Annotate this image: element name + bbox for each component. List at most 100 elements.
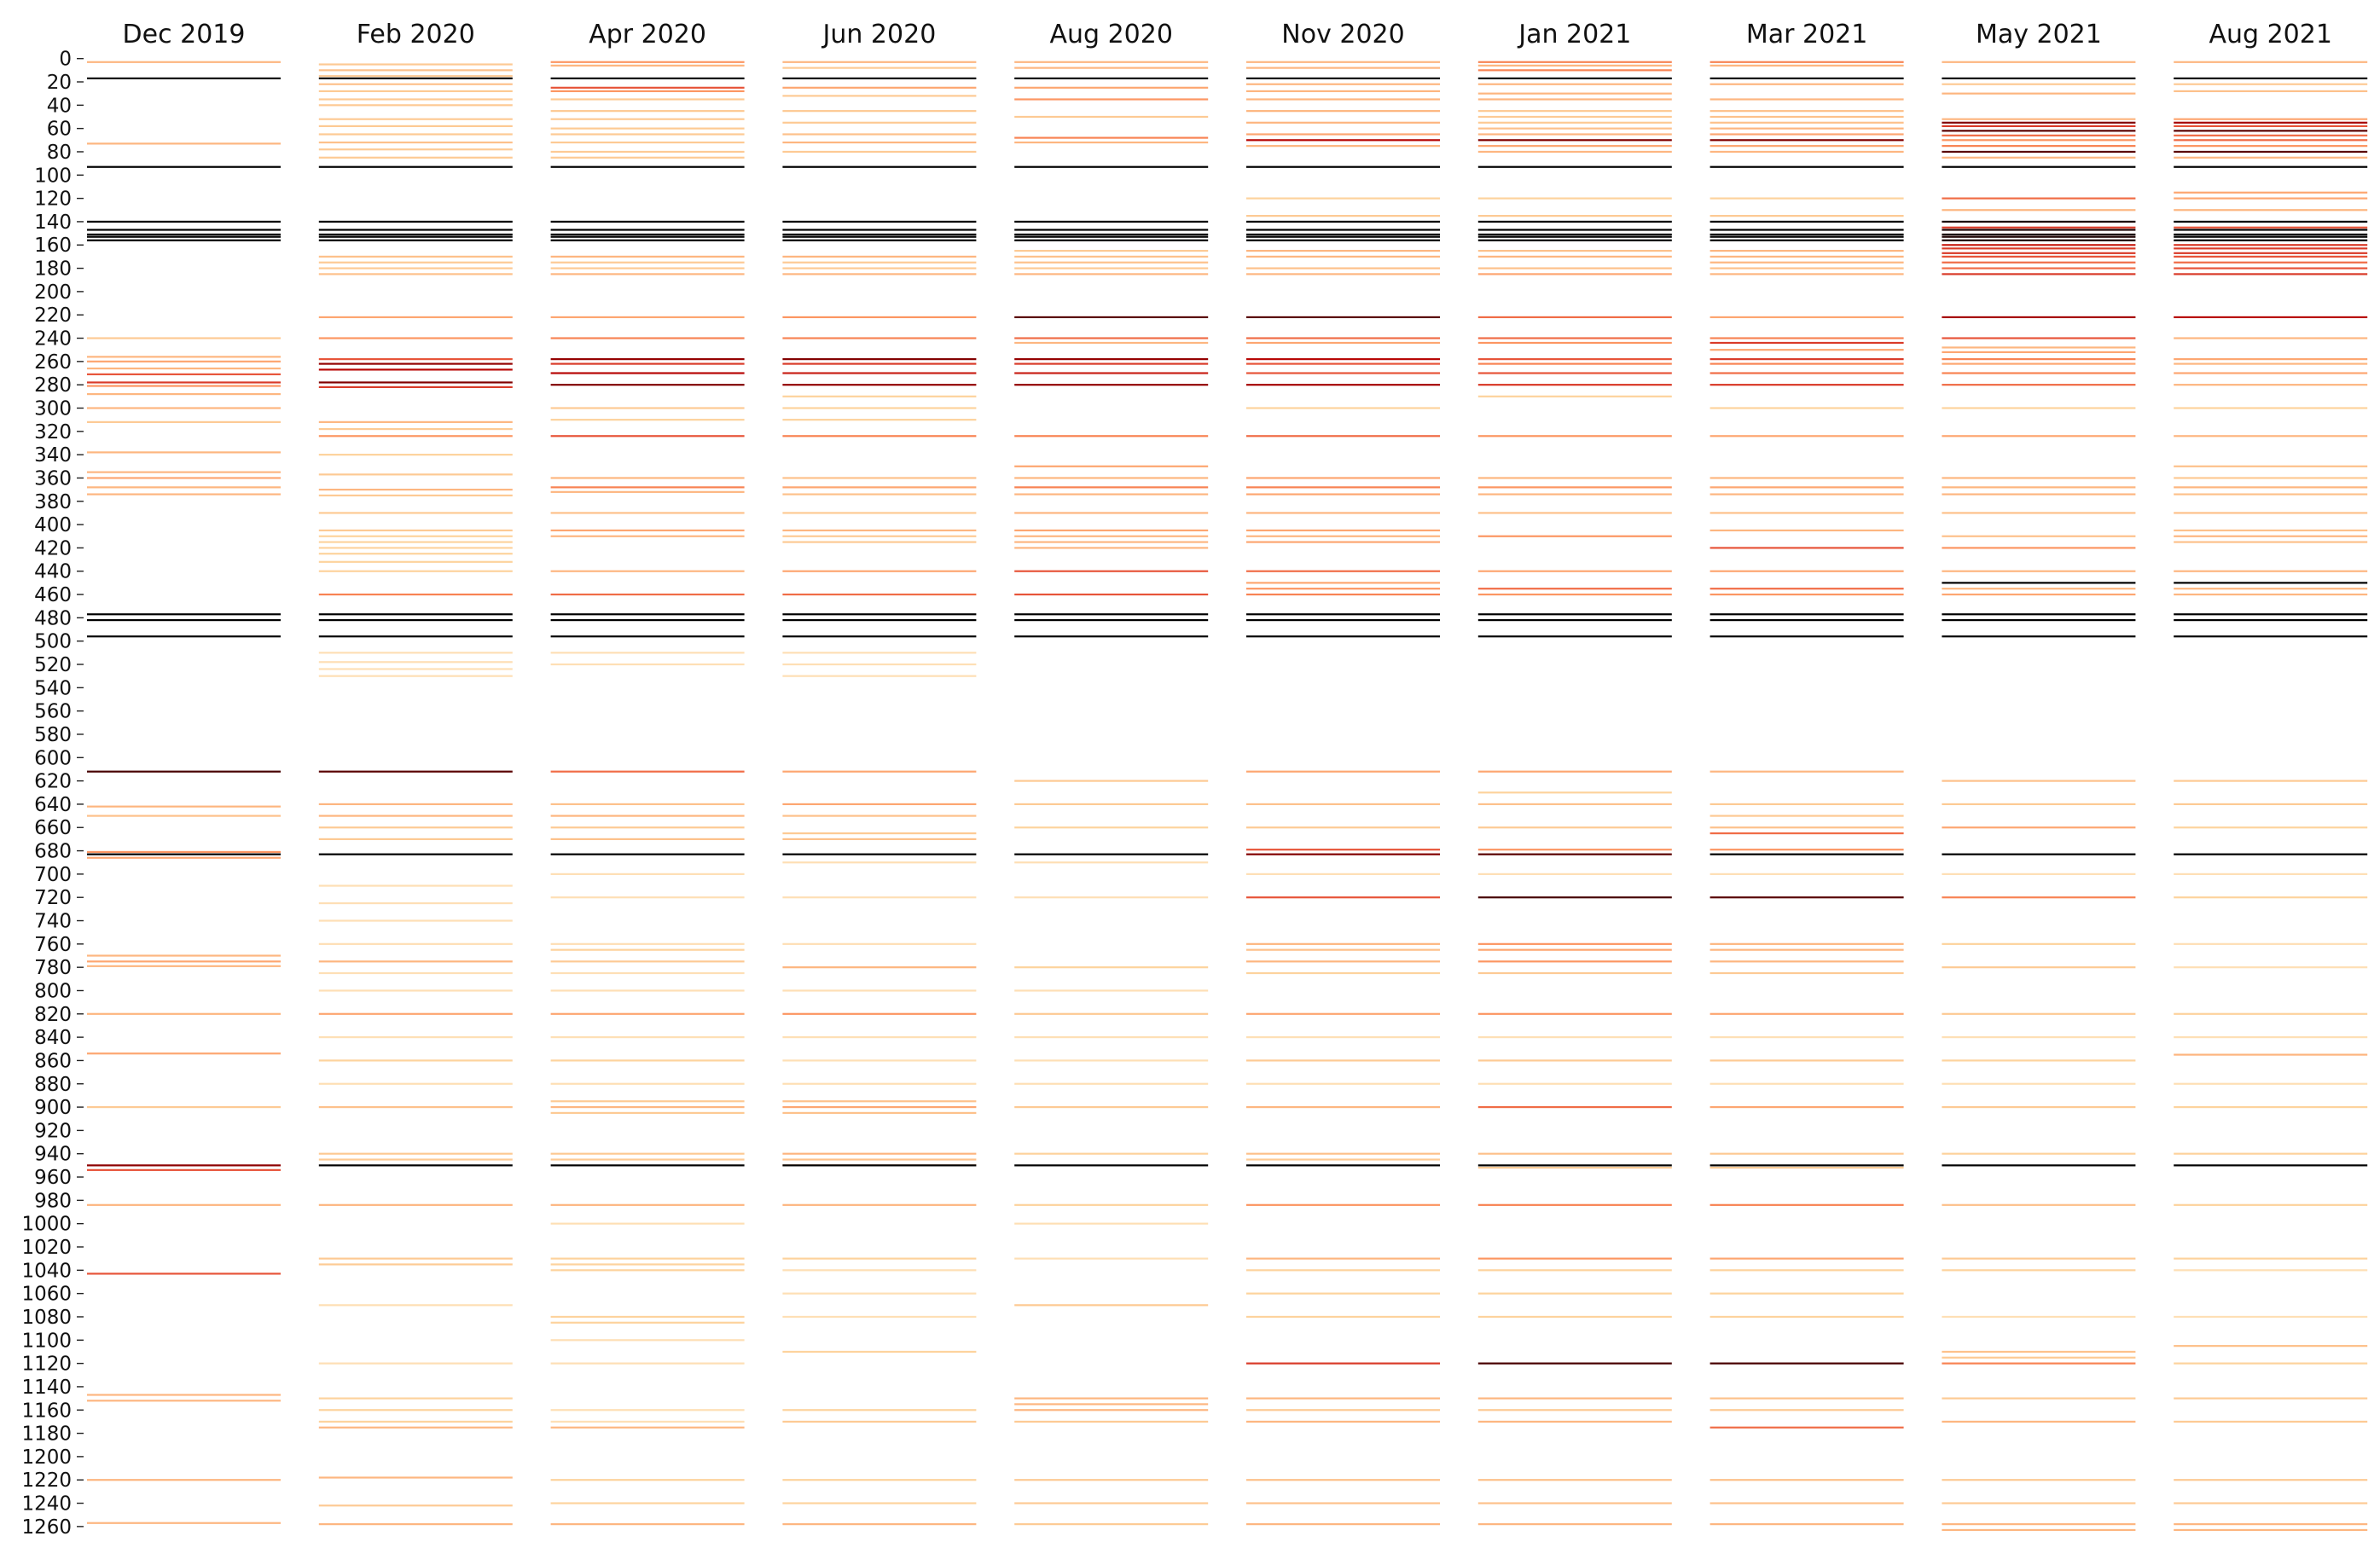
- heatmap-cell: [782, 832, 977, 835]
- heatmap-cell: [318, 255, 513, 258]
- heatmap-cell: [1710, 1164, 1904, 1167]
- heatmap-cell: [2174, 570, 2368, 572]
- heatmap-cell: [87, 1479, 281, 1481]
- heatmap-cell: [1710, 316, 1904, 319]
- y-tick-label: 360: [34, 467, 72, 490]
- heatmap-cell: [1014, 341, 1209, 345]
- heatmap-cell: [1014, 1403, 1209, 1406]
- heatmap-cell: [1942, 1203, 2136, 1206]
- heatmap-cell: [318, 593, 513, 596]
- heatmap-cell: [318, 814, 513, 817]
- heatmap-cell: [782, 1292, 977, 1295]
- heatmap-cell: [1246, 1036, 1440, 1039]
- heatmap-cell: [2174, 1036, 2368, 1039]
- heatmap-cell: [1710, 273, 1904, 275]
- heatmap-cell: [550, 1222, 745, 1225]
- heatmap-cell: [318, 239, 513, 241]
- heatmap-cell: [550, 267, 745, 270]
- heatmap-cell: [87, 229, 281, 231]
- heatmap-cell: [1246, 273, 1440, 275]
- heatmap-cell: [318, 267, 513, 270]
- heatmap-cell: [1477, 150, 1672, 154]
- y-tick-label: 980: [34, 1190, 72, 1212]
- heatmap-cell: [1710, 435, 1904, 438]
- heatmap-cell: [2174, 1152, 2368, 1155]
- heatmap-cell: [1942, 372, 2136, 374]
- heatmap-cell: [2174, 1203, 2368, 1206]
- heatmap-cell: [318, 547, 513, 549]
- heatmap-cell: [1942, 942, 2136, 945]
- heatmap-cell: [782, 493, 977, 496]
- heatmap-cell: [1942, 1012, 2136, 1015]
- heatmap-cell: [1246, 960, 1440, 963]
- heatmap-cell: [1246, 1479, 1440, 1481]
- heatmap-cell: [318, 148, 513, 151]
- heatmap-cell: [318, 1504, 513, 1507]
- heatmap-cell: [1710, 1036, 1904, 1039]
- y-tick-label: 960: [34, 1167, 72, 1189]
- heatmap-cell: [1246, 267, 1440, 270]
- y-tick-label: 780: [34, 957, 72, 979]
- heatmap-cell: [1477, 267, 1672, 270]
- heatmap-cell: [2174, 1012, 2368, 1015]
- heatmap-cell: [550, 61, 745, 63]
- heatmap-cell: [1014, 1479, 1209, 1481]
- heatmap-cell: [1477, 1152, 1672, 1155]
- heatmap-cell: [782, 1105, 977, 1109]
- y-tick-label: 200: [34, 281, 72, 304]
- heatmap-cell: [1014, 1523, 1209, 1526]
- heatmap-cell: [1246, 407, 1440, 409]
- heatmap-cell: [2174, 226, 2368, 229]
- heatmap-cell: [550, 770, 745, 773]
- heatmap-cell: [1477, 341, 1672, 345]
- heatmap-cell: [318, 1164, 513, 1167]
- heatmap-cell: [550, 1479, 745, 1481]
- heatmap-cell: [318, 1304, 513, 1307]
- heatmap-cell: [87, 1522, 281, 1524]
- heatmap-cell: [1942, 1356, 2136, 1359]
- heatmap-cell: [318, 1082, 513, 1085]
- heatmap-cell: [1942, 618, 2136, 622]
- heatmap-cell: [550, 635, 745, 638]
- heatmap-cell: [1710, 145, 1904, 148]
- heatmap-cell: [1014, 512, 1209, 514]
- heatmap-cell: [2174, 486, 2368, 489]
- heatmap-cell: [782, 384, 977, 386]
- heatmap-cell: [1246, 316, 1440, 319]
- heatmap-cell: [1477, 197, 1672, 200]
- heatmap-cell: [1710, 1292, 1904, 1295]
- heatmap-cell: [318, 1397, 513, 1400]
- heatmap-cell: [1014, 362, 1209, 365]
- heatmap-cell: [318, 919, 513, 922]
- y-tick-label: 480: [34, 607, 72, 629]
- heatmap-cell: [1710, 1523, 1904, 1526]
- heatmap-cell: [1246, 896, 1440, 899]
- heatmap-cell: [1942, 252, 2136, 254]
- heatmap-cell: [318, 675, 513, 677]
- heatmap-cell: [1246, 1397, 1440, 1400]
- heatmap-cell: [1942, 1397, 2136, 1400]
- heatmap-cell: [2174, 942, 2368, 945]
- heatmap-cell: [1014, 780, 1209, 782]
- heatmap-cell: [1246, 235, 1440, 238]
- heatmap-cell: [318, 90, 513, 93]
- heatmap-cell: [1477, 316, 1672, 319]
- heatmap-cell: [1477, 593, 1672, 596]
- heatmap-cell: [550, 165, 745, 168]
- heatmap-cell: [1710, 1152, 1904, 1155]
- y-tick-label: 1140: [21, 1377, 72, 1399]
- heatmap-cell: [1246, 145, 1440, 148]
- heatmap-cell: [550, 490, 745, 493]
- heatmap-cell: [550, 477, 745, 479]
- heatmap-cell: [318, 141, 513, 144]
- heatmap-cell: [1477, 1420, 1672, 1423]
- heatmap-cell: [1710, 64, 1904, 67]
- heatmap-cell: [1710, 814, 1904, 817]
- heatmap-cell: [318, 220, 513, 223]
- heatmap-cell: [782, 1315, 977, 1319]
- heatmap-cell: [87, 1394, 281, 1396]
- heatmap-cell: [550, 233, 745, 236]
- heatmap-cell: [318, 1476, 513, 1479]
- heatmap-cell: [2174, 1397, 2368, 1400]
- heatmap-cell: [1942, 118, 2136, 120]
